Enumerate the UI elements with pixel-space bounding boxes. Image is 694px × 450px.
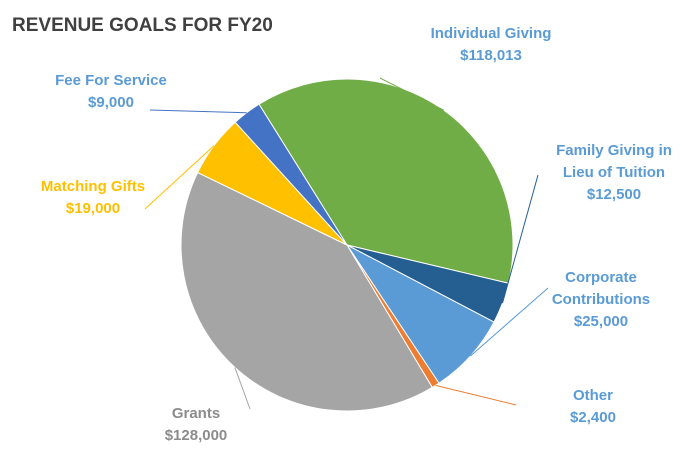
data-label-category: Lieu of Tuition <box>563 164 665 181</box>
data-label-category: Grants <box>172 405 220 422</box>
data-label-category: Individual Giving <box>431 25 552 42</box>
pie-slices <box>180 78 514 412</box>
data-label-category: Matching Gifts <box>41 178 145 195</box>
data-label-value: $118,013 <box>460 47 522 64</box>
leader-line <box>234 367 251 410</box>
data-label-value: $19,000 <box>66 200 120 217</box>
leader-line <box>144 145 215 210</box>
leader-line <box>149 109 247 114</box>
data-label-category: Fee For Service <box>55 72 167 89</box>
data-label-value: $2,400 <box>570 409 616 426</box>
data-label-category: Other <box>573 387 613 404</box>
data-label-value: $128,000 <box>165 427 228 444</box>
data-label-category: Corporate <box>565 269 637 286</box>
data-label-category: Contributions <box>552 291 650 308</box>
data-label-value: $25,000 <box>574 313 628 330</box>
data-labels: Individual Giving $118,013 Family Giving i… <box>41 25 672 444</box>
leader-line <box>379 77 445 111</box>
leader-lines <box>144 77 549 410</box>
leader-line <box>470 287 549 357</box>
leader-line <box>501 174 539 304</box>
data-label-category: Family Giving in <box>556 142 672 159</box>
leader-line <box>435 384 517 406</box>
data-label-value: $12,500 <box>587 186 641 203</box>
data-label-value: $9,000 <box>88 94 134 111</box>
pie-slice-grants <box>180 171 433 412</box>
chart-title: REVENUE GOALS FOR FY20 <box>12 15 273 36</box>
